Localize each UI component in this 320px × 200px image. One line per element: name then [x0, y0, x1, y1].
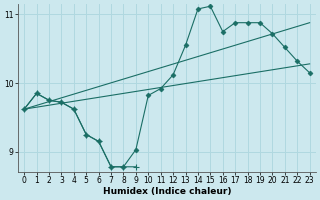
- X-axis label: Humidex (Indice chaleur): Humidex (Indice chaleur): [103, 187, 231, 196]
